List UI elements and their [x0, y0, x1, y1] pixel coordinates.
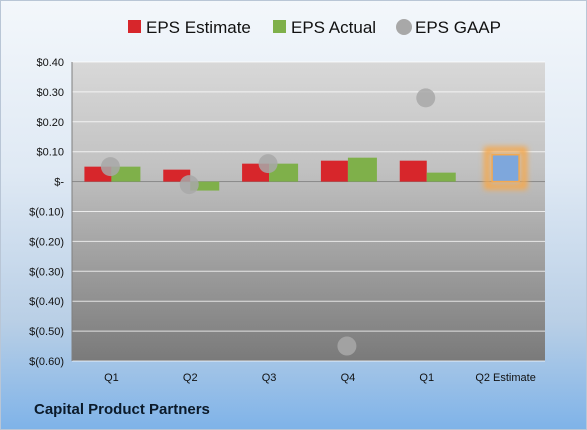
bar-eps-estimate — [163, 169, 191, 182]
y-tick-label: $- — [54, 177, 64, 189]
highlight-glow — [484, 146, 528, 190]
x-tick-label: Q3 — [262, 372, 277, 384]
legend-label: EPS Estimate — [146, 18, 251, 37]
legend: EPS Estimate EPS Actual EPS GAAP — [128, 18, 501, 37]
y-tick-label: $(0.50) — [29, 326, 64, 338]
y-axis: $0.40 $0.30 $0.20 $0.10 $- $(0.10) $(0.20) $(0.… — [29, 57, 545, 368]
y-tick-label: $0.30 — [36, 87, 64, 99]
x-tick-label: Q1 — [419, 372, 434, 384]
x-tick-label: Q4 — [341, 372, 356, 384]
bar-eps-actual — [190, 181, 220, 191]
bar-eps-estimate — [399, 160, 427, 182]
y-tick-label: $0.10 — [36, 147, 64, 159]
legend-label: EPS GAAP — [415, 18, 501, 37]
bar-eps-actual — [426, 172, 456, 182]
x-tick-label: Q2 Estimate — [475, 372, 536, 384]
x-tick-label: Q2 — [183, 372, 198, 384]
y-tick-label: $(0.60) — [29, 356, 64, 368]
y-tick-label: $0.40 — [36, 57, 64, 69]
y-tick-label: $(0.30) — [29, 266, 64, 278]
chart-marks — [84, 88, 528, 356]
point-eps-gaap — [100, 157, 120, 177]
y-tick-label: $(0.40) — [29, 296, 64, 308]
legend-swatch — [273, 20, 286, 33]
legend-swatch — [396, 19, 412, 35]
y-tick-label: $(0.10) — [29, 207, 64, 219]
point-eps-gaap — [416, 88, 436, 108]
company-name: Capital Product Partners — [34, 401, 210, 418]
grid-lines — [72, 61, 545, 362]
x-axis: Q1 Q2 Q3 Q4 Q1 Q2 Estimate — [104, 372, 536, 384]
y-tick-label: $(0.20) — [29, 236, 64, 248]
bar-q2-estimate — [491, 153, 520, 183]
legend-label: EPS Actual — [291, 18, 376, 37]
bar-eps-actual — [347, 157, 377, 182]
point-eps-gaap — [337, 336, 357, 356]
point-eps-gaap — [258, 154, 278, 174]
bar-eps-estimate — [320, 160, 348, 182]
point-eps-gaap — [179, 175, 199, 195]
legend-swatch — [128, 20, 141, 33]
y-tick-label: $0.20 — [36, 117, 64, 129]
x-tick-label: Q1 — [104, 372, 119, 384]
